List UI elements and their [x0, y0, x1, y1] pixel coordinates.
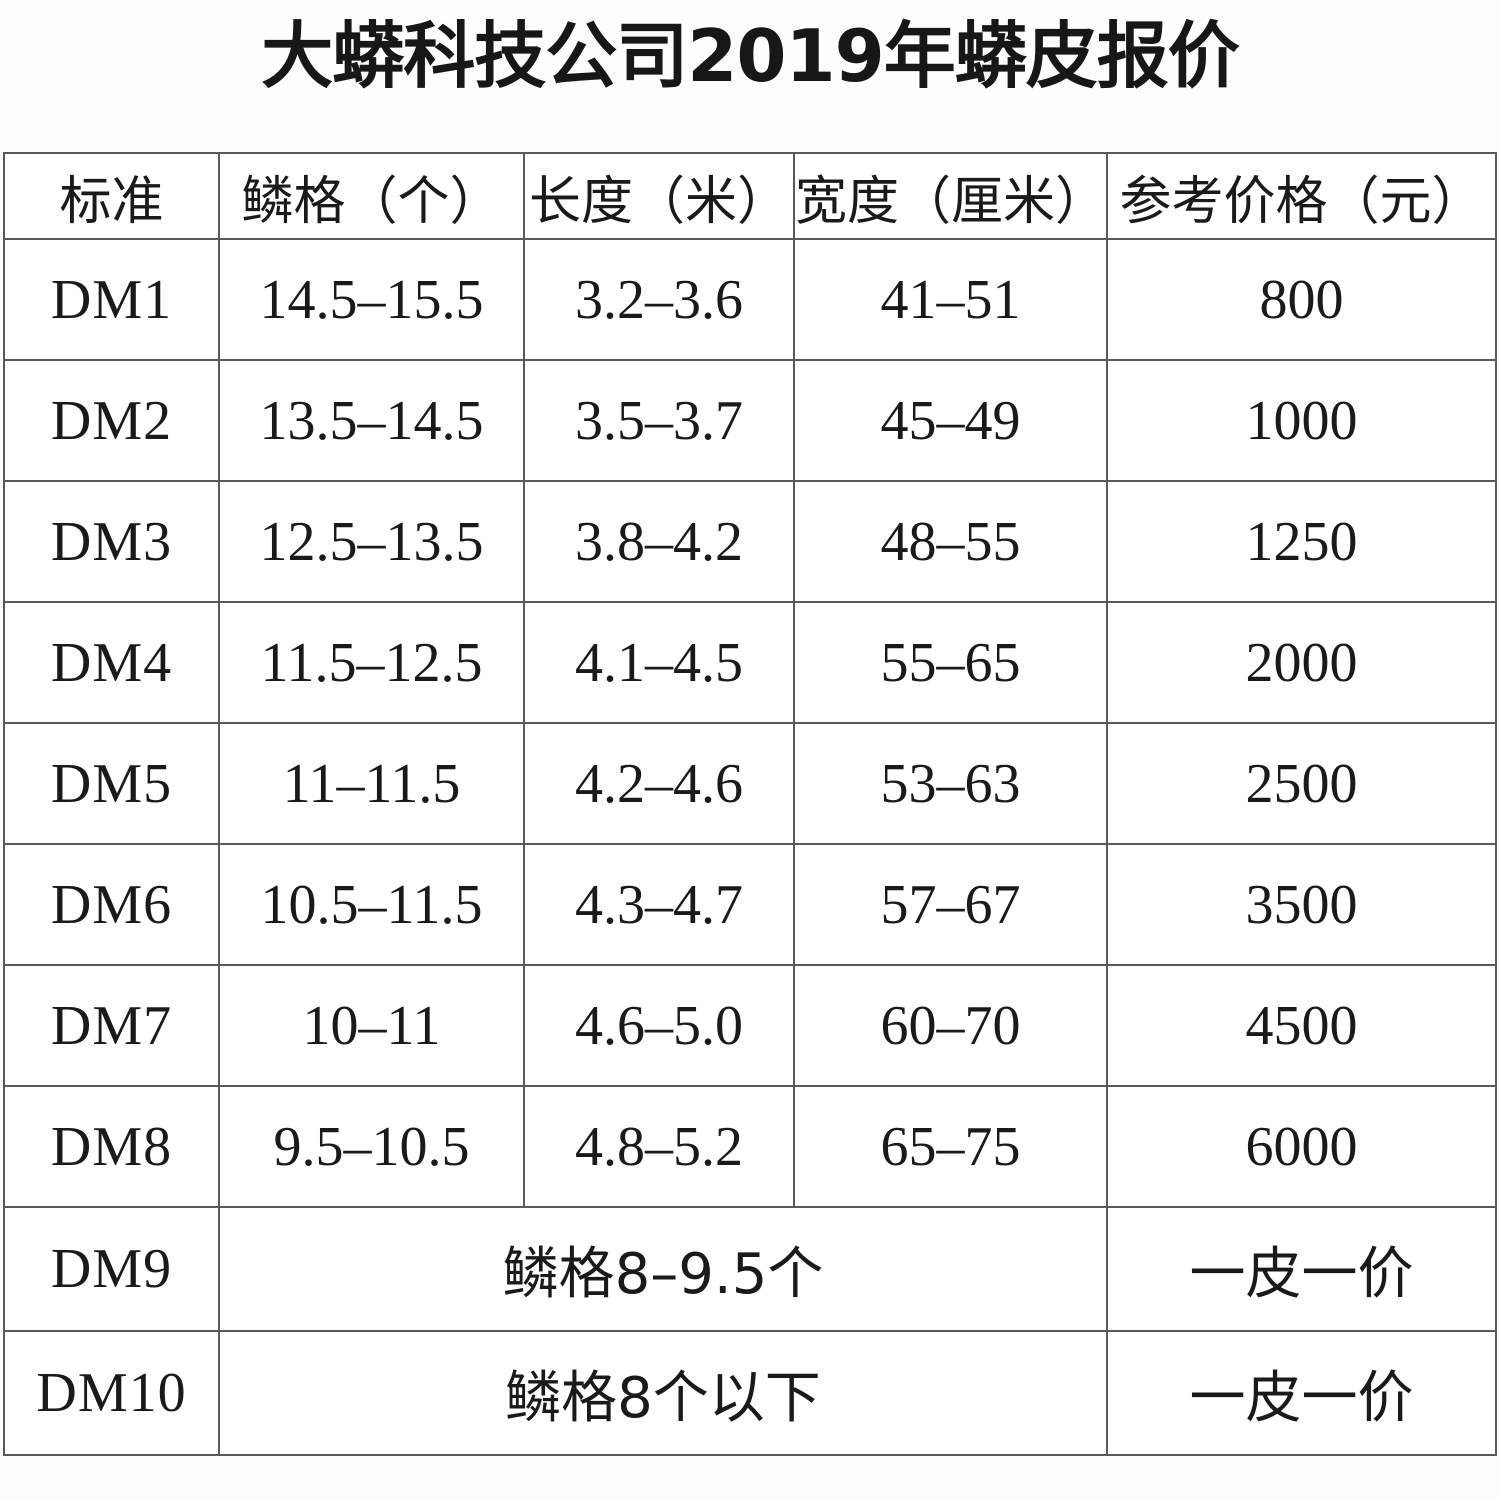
column-header-standard: 标准 [3, 152, 220, 240]
cell-width: 45–49 [793, 359, 1108, 482]
page-title: 大蟒科技公司2019年蟒皮报价 [261, 14, 1239, 98]
cell-length: 3.2–3.6 [523, 238, 795, 361]
cell-standard: DM2 [3, 359, 220, 482]
cell-scales: 11–11.5 [218, 722, 525, 845]
column-header-scales: 鳞格（个） [218, 152, 525, 240]
table-row: DM10 鳞格8个以下 一皮一价 [3, 1330, 1497, 1456]
cell-scales: 14.5–15.5 [218, 238, 525, 361]
cell-price: 一皮一价 [1106, 1330, 1497, 1456]
column-header-length: 长度（米） [523, 152, 795, 240]
cell-price: 3500 [1106, 843, 1497, 966]
cell-length: 4.3–4.7 [523, 843, 795, 966]
table-row: DM6 10.5–11.5 4.3–4.7 57–67 3500 [3, 843, 1497, 966]
cell-standard: DM9 [3, 1206, 220, 1332]
cell-standard: DM5 [3, 722, 220, 845]
table-row: DM2 13.5–14.5 3.5–3.7 45–49 1000 [3, 359, 1497, 482]
cell-scales: 10.5–11.5 [218, 843, 525, 966]
cell-standard: DM1 [3, 238, 220, 361]
cell-width: 41–51 [793, 238, 1108, 361]
cell-length: 4.1–4.5 [523, 601, 795, 724]
cell-standard: DM8 [3, 1085, 220, 1208]
cell-width: 60–70 [793, 964, 1108, 1087]
cell-length: 3.8–4.2 [523, 480, 795, 603]
cell-price: 2500 [1106, 722, 1497, 845]
cell-price: 一皮一价 [1106, 1206, 1497, 1332]
cell-width: 57–67 [793, 843, 1108, 966]
cell-merged-note: 鳞格8个以下 [218, 1330, 1108, 1456]
table-row: DM3 12.5–13.5 3.8–4.2 48–55 1250 [3, 480, 1497, 603]
cell-price: 1000 [1106, 359, 1497, 482]
cell-width: 53–63 [793, 722, 1108, 845]
cell-scales: 13.5–14.5 [218, 359, 525, 482]
cell-price: 1250 [1106, 480, 1497, 603]
cell-length: 4.8–5.2 [523, 1085, 795, 1208]
cell-price: 2000 [1106, 601, 1497, 724]
cell-length: 3.5–3.7 [523, 359, 795, 482]
cell-standard: DM6 [3, 843, 220, 966]
table-header-row: 标准 鳞格（个） 长度（米） 宽度（厘米） 参考价格（元） [3, 152, 1497, 240]
cell-standard: DM7 [3, 964, 220, 1087]
table-row: DM5 11–11.5 4.2–4.6 53–63 2500 [3, 722, 1497, 845]
cell-price: 6000 [1106, 1085, 1497, 1208]
table-row: DM7 10–11 4.6–5.0 60–70 4500 [3, 964, 1497, 1087]
cell-scales: 9.5–10.5 [218, 1085, 525, 1208]
cell-merged-note: 鳞格8–9.5个 [218, 1206, 1108, 1332]
table-row: DM4 11.5–12.5 4.1–4.5 55–65 2000 [3, 601, 1497, 724]
cell-length: 4.2–4.6 [523, 722, 795, 845]
cell-width: 55–65 [793, 601, 1108, 724]
cell-width: 48–55 [793, 480, 1108, 603]
cell-scales: 12.5–13.5 [218, 480, 525, 603]
cell-width: 65–75 [793, 1085, 1108, 1208]
cell-scales: 11.5–12.5 [218, 601, 525, 724]
cell-standard: DM10 [3, 1330, 220, 1456]
cell-price: 800 [1106, 238, 1497, 361]
cell-standard: DM3 [3, 480, 220, 603]
table-row: DM8 9.5–10.5 4.8–5.2 65–75 6000 [3, 1085, 1497, 1208]
cell-standard: DM4 [3, 601, 220, 724]
table-row: DM1 14.5–15.5 3.2–3.6 41–51 800 [3, 238, 1497, 361]
column-header-width: 宽度（厘米） [793, 152, 1108, 240]
cell-scales: 10–11 [218, 964, 525, 1087]
column-header-price: 参考价格（元） [1106, 152, 1497, 240]
python-skin-price-table: 标准 鳞格（个） 长度（米） 宽度（厘米） 参考价格（元） DM1 14.5–1… [3, 152, 1497, 1456]
table-row: DM9 鳞格8–9.5个 一皮一价 [3, 1206, 1497, 1332]
cell-price: 4500 [1106, 964, 1497, 1087]
cell-length: 4.6–5.0 [523, 964, 795, 1087]
